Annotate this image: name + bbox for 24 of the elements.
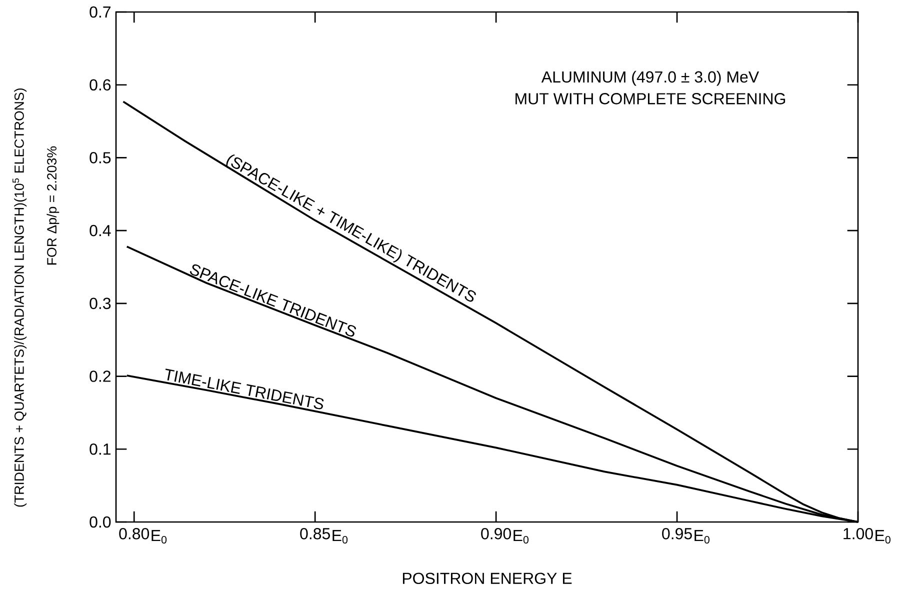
y-tick-label: 0.0 [90,516,111,528]
y-tick-label: 0.4 [90,224,111,236]
text: FOR Δp/p = 2.203% [46,146,60,265]
text: TIME-LIKE TRIDENTS [165,368,324,410]
annotation: ALUMINUM (497.0 ± 3.0) MeV [541,70,760,86]
text: E$_{0}$ [876,530,890,544]
y-tick-label: 0.5 [90,152,111,164]
y-tick-label: 0.6 [90,79,111,91]
y-tick-label: 0.3 [90,298,111,310]
x-tick-label: 0.85 [300,528,330,540]
x-tick-label: 0.90 [481,528,511,540]
x-tick-label: 0.95 [662,528,692,540]
x-tick-label: 1.00 [844,528,873,540]
x-axis-title: POSITRON ENERGY E [402,572,572,584]
text: E$_{0}$ [152,530,167,544]
y-tick-label: 0.1 [90,443,111,455]
y-axis-title: (TRIDENTS + QUARTETS)/(RADIATION LENGTH)(10$^{5}$ ELECTRONS) [12,88,27,507]
y-tick-label: 0.7 [90,6,110,18]
text: E$_{0}$ [694,530,710,544]
text: E$_{0}$ [514,530,529,544]
x-tick-label: 0.80 [119,528,150,540]
annotation: MUT WITH COMPLETE SCREENING [516,93,786,104]
text: E$_{0}$ [332,530,348,544]
y-tick-label: 0.2 [90,370,110,382]
